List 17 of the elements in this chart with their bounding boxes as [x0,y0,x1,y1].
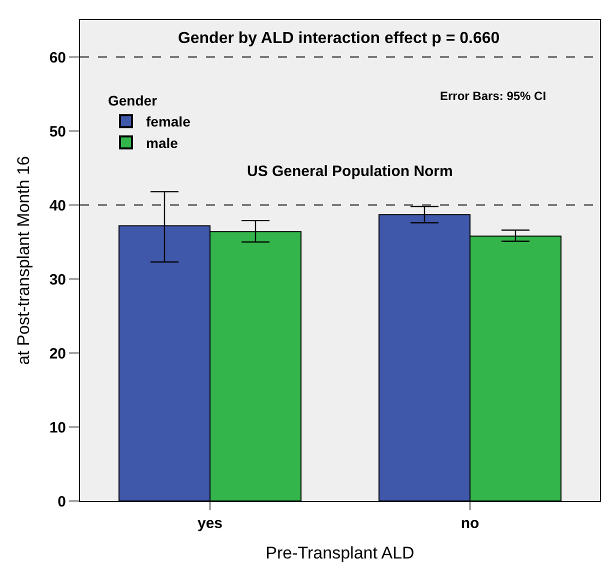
y-tick-label: 20 [49,345,66,362]
legend-label: male [146,134,178,151]
y-tick-label: 40 [49,197,66,214]
y-axis-title: at Post-transplant Month 16 [14,156,33,365]
y-tick-label: 60 [49,49,66,66]
y-tick-label: 50 [49,123,66,140]
annotation: Error Bars: 95% CI [440,89,546,103]
y-tick-label: 30 [49,271,66,288]
y-tick-label: 10 [49,419,66,436]
legend-title: Gender [108,92,158,109]
y-tick-label: 0 [58,493,66,510]
x-axis-title: Pre-Transplant ALD [266,543,414,562]
ref-line-label: US General Population Norm [247,163,453,180]
x-tick-label: yes [197,515,223,532]
text: Gender by ALD interaction effect p = 0.660 [178,30,500,47]
x-tick-label: no [460,515,480,532]
legend-label: female [146,114,191,130]
